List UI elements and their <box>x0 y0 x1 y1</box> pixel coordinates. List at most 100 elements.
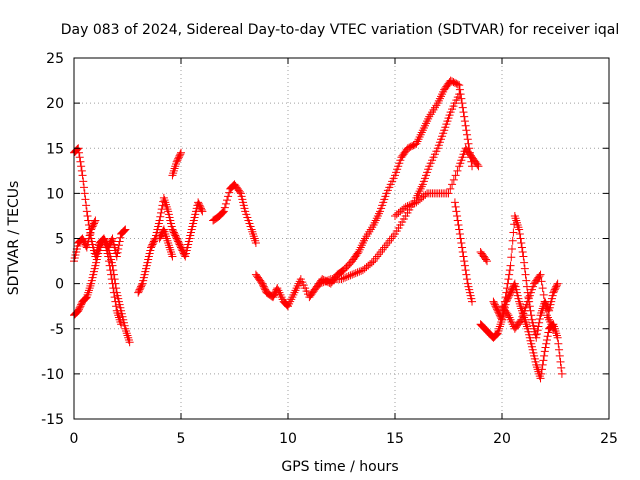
data-point <box>535 372 544 381</box>
data-point <box>557 363 566 372</box>
data-point <box>107 236 116 245</box>
data-point <box>73 145 82 154</box>
data-point <box>164 241 173 250</box>
x-tick-label: 10 <box>279 431 297 447</box>
data-point <box>503 279 512 288</box>
data-point <box>348 270 357 279</box>
data-point <box>353 268 362 277</box>
data-point <box>163 236 172 245</box>
data-point <box>505 270 514 279</box>
data-point <box>456 234 465 243</box>
data-point <box>457 94 466 103</box>
y-tick-label: 20 <box>46 96 64 112</box>
data-point <box>403 202 412 211</box>
y-tick-label: 5 <box>55 232 64 248</box>
data-point <box>319 278 328 287</box>
data-point <box>79 183 88 192</box>
data-point <box>498 315 506 324</box>
data-point <box>495 322 504 331</box>
data-point <box>502 284 511 293</box>
data-point <box>117 320 126 329</box>
y-tick-label: 10 <box>46 186 64 202</box>
data-point <box>99 236 108 245</box>
data-point <box>459 108 468 117</box>
data-point <box>107 270 116 279</box>
data-point <box>539 290 548 299</box>
data-point <box>532 330 541 339</box>
data-point <box>512 216 521 225</box>
data-point <box>316 279 325 288</box>
data-point <box>552 281 561 290</box>
data-point <box>408 199 417 208</box>
data-point <box>537 277 546 286</box>
x-tick-label: 25 <box>600 431 618 447</box>
data-point <box>371 254 380 263</box>
data-point <box>122 327 131 336</box>
data-point <box>535 318 544 327</box>
data-point <box>461 266 470 275</box>
data-point <box>104 252 113 261</box>
data-point <box>235 187 244 196</box>
data-point <box>517 239 526 248</box>
data-point <box>463 275 472 284</box>
data-point <box>250 234 259 243</box>
data-point <box>455 81 464 90</box>
data-point <box>346 271 355 280</box>
data-point <box>218 208 227 217</box>
series-sat-d <box>104 225 130 261</box>
data-point <box>536 374 545 383</box>
data-point <box>337 275 346 284</box>
data-point <box>451 202 460 211</box>
data-point <box>505 266 514 275</box>
data-point <box>83 211 92 220</box>
data-point <box>339 274 348 283</box>
data-point <box>460 257 469 266</box>
data-point <box>463 130 472 139</box>
data-point <box>535 272 544 281</box>
data-point <box>156 212 165 221</box>
data-point <box>455 225 464 234</box>
data-point <box>341 273 350 282</box>
data-point <box>342 272 351 281</box>
data-point <box>473 160 482 169</box>
series-sat-p <box>476 248 492 266</box>
x-tick-label: 5 <box>177 431 186 447</box>
y-tick-label: -5 <box>50 322 64 338</box>
series-sat-n <box>489 211 562 342</box>
data-point <box>513 220 522 229</box>
data-point <box>124 333 133 342</box>
x-axis-label: GPS time / hours <box>281 459 398 475</box>
x-tick-label: 0 <box>70 431 79 447</box>
data-point <box>163 205 172 214</box>
data-point <box>457 239 466 248</box>
data-point <box>496 320 505 329</box>
chart-title: Day 083 of 2024, Sidereal Day-to-day VTE… <box>61 22 619 38</box>
data-point <box>535 314 544 323</box>
data-point <box>458 99 467 108</box>
data-point <box>76 157 85 166</box>
data-point <box>180 251 189 260</box>
data-point <box>556 357 565 366</box>
series-sat-j <box>316 90 464 288</box>
data-point <box>455 229 464 238</box>
data-point <box>169 169 178 178</box>
data-point <box>121 225 130 234</box>
data-point <box>542 336 551 345</box>
data-point <box>527 311 536 320</box>
data-point <box>518 248 527 257</box>
data-point <box>248 227 257 236</box>
data-point <box>221 199 230 208</box>
data-point <box>82 207 91 216</box>
data-point <box>515 299 524 308</box>
x-tick-label: 15 <box>386 431 404 447</box>
data-point <box>536 270 545 279</box>
y-tick-label: 15 <box>46 141 64 157</box>
data-point <box>458 103 467 112</box>
data-point <box>159 193 168 202</box>
data-point <box>104 257 113 266</box>
data-point <box>198 207 207 216</box>
data-point <box>167 250 176 259</box>
data-point <box>519 252 528 261</box>
data-point <box>168 171 177 180</box>
data-point <box>376 248 385 257</box>
